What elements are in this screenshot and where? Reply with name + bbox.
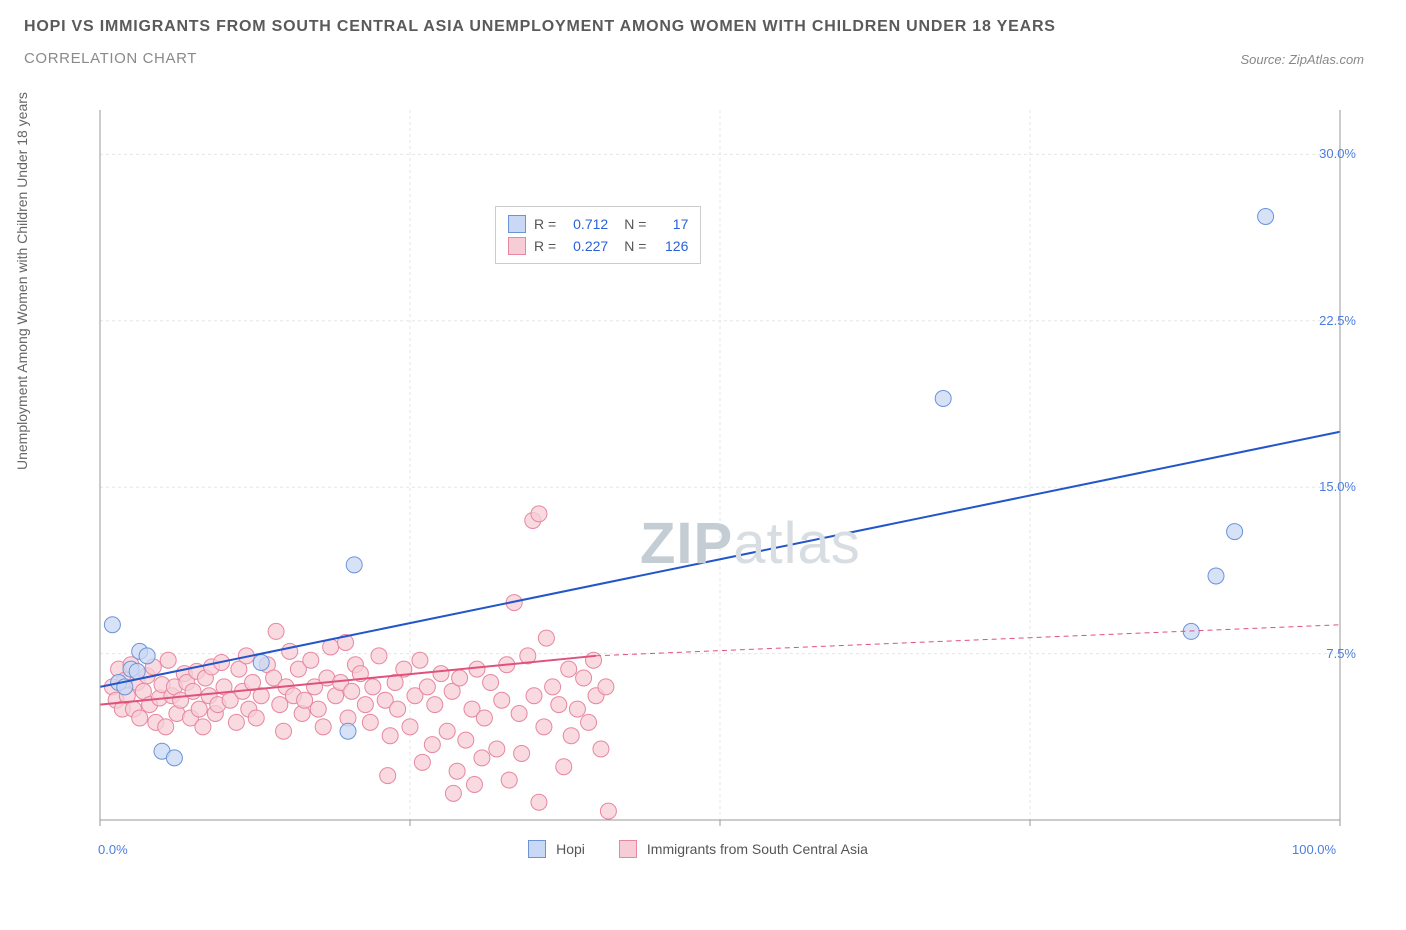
x-tick-label: 0.0%: [98, 842, 128, 857]
legend-n-value: 17: [654, 213, 688, 235]
x-tick-label: 100.0%: [1292, 842, 1336, 857]
source-label: Source: ZipAtlas.com: [1240, 52, 1382, 67]
legend-r-value: 0.227: [564, 235, 608, 257]
y-axis-label: Unemployment Among Women with Children U…: [14, 92, 30, 470]
legend-n-label: N =: [624, 235, 646, 257]
chart-title: HOPI VS IMMIGRANTS FROM SOUTH CENTRAL AS…: [24, 18, 1382, 36]
legend-swatch: [508, 215, 526, 233]
legend-swatch: [528, 840, 546, 858]
legend-series-label: Hopi: [556, 841, 585, 857]
chart-area: ZIPatlas R =0.712N =17R =0.227N =126 Hop…: [60, 100, 1360, 870]
legend-series-label: Immigrants from South Central Asia: [647, 841, 868, 857]
scatter-plot: [60, 100, 1360, 870]
legend-n-value: 126: [654, 235, 688, 257]
legend-swatch: [508, 237, 526, 255]
legend-row: R = 0.712 N = 17: [508, 213, 688, 235]
series-legend: Hopi Immigrants from South Central Asia: [60, 840, 1360, 858]
y-tick-label: 15.0%: [1319, 479, 1356, 494]
legend-row: R = 0.227 N = 126: [508, 235, 688, 257]
chart-subtitle: CORRELATION CHART: [24, 50, 197, 67]
legend-swatch: [619, 840, 637, 858]
y-tick-label: 30.0%: [1319, 146, 1356, 161]
legend-r-value: 0.712: [564, 213, 608, 235]
legend-n-label: N =: [624, 213, 646, 235]
legend-r-label: R =: [534, 213, 556, 235]
y-tick-label: 22.5%: [1319, 313, 1356, 328]
legend-r-label: R =: [534, 235, 556, 257]
correlation-legend: R = 0.712 N = 17 R = 0.227 N = 126: [495, 206, 701, 264]
y-tick-label: 7.5%: [1326, 646, 1356, 661]
